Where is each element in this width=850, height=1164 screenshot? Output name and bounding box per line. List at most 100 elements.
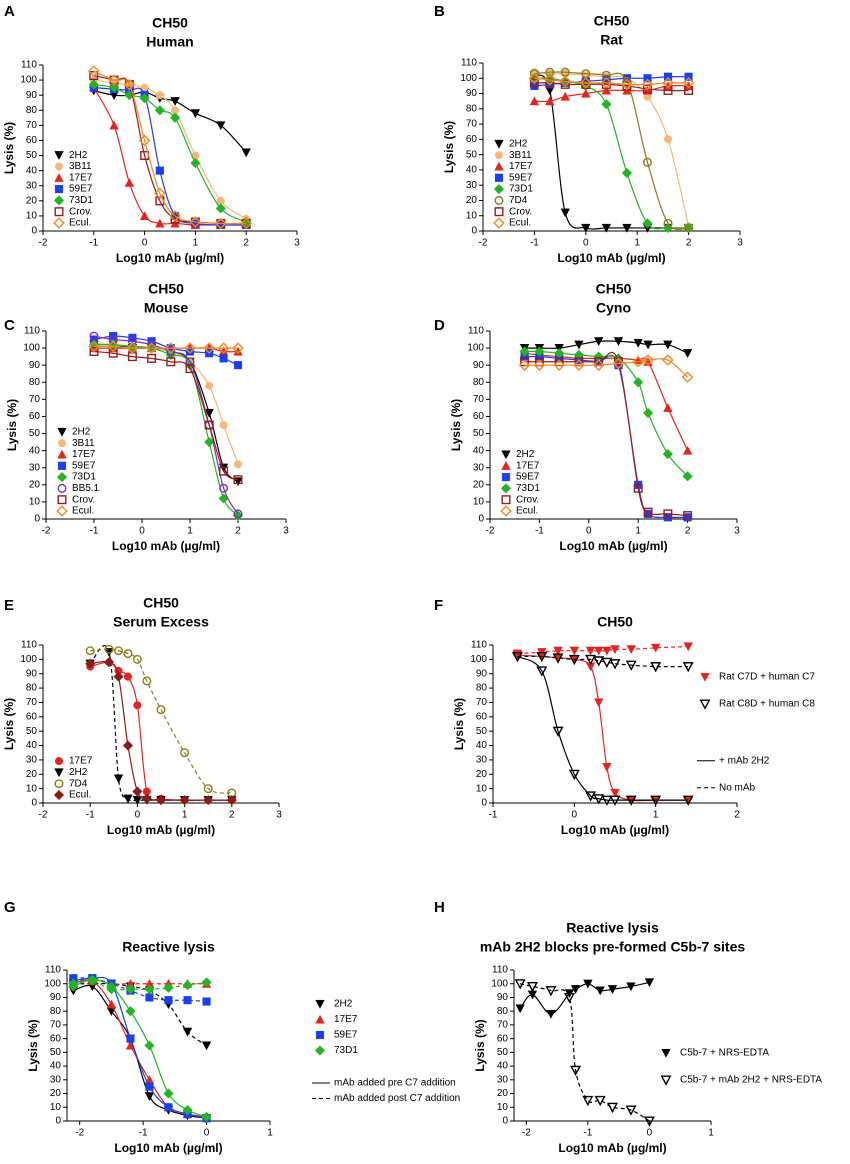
marker: [581, 223, 591, 233]
legend-marker: [53, 217, 65, 229]
marker: [127, 336, 137, 346]
marker: [189, 216, 202, 228]
y-tick-label: 0: [34, 514, 40, 525]
marker: [108, 82, 120, 93]
marker: [642, 407, 654, 419]
y-tick-label: 0: [502, 1116, 508, 1127]
y-tick-label: 20: [466, 195, 478, 206]
marker: [533, 359, 546, 371]
legend-label: 3B11: [69, 161, 92, 172]
x-tick-label: 3: [294, 238, 300, 249]
marker: [154, 105, 165, 116]
marker: [583, 979, 593, 989]
y-axis-label: Lysis (%): [26, 1019, 40, 1071]
fit-curve: [533, 74, 689, 230]
marker: [594, 1095, 606, 1107]
fit-curve: [73, 984, 207, 1119]
legend-label: 59E7: [69, 184, 93, 195]
marker: [529, 69, 539, 79]
legend-label: Rat C7D + human C7: [719, 672, 815, 683]
y-tick-label: 70: [26, 120, 38, 131]
y-tick-label: 70: [466, 119, 478, 130]
marker: [563, 992, 575, 1004]
marker: [536, 666, 548, 677]
marker: [607, 985, 618, 995]
x-tick-label: -2: [42, 526, 51, 537]
y-tick-label: 60: [50, 1033, 62, 1044]
fit-curve: [93, 343, 239, 517]
marker: [663, 403, 673, 412]
x-axis-label: Log10 mAb (µg/ml): [559, 539, 667, 553]
marker: [123, 794, 133, 804]
legend-label: Crov.: [516, 494, 539, 505]
marker: [89, 331, 99, 341]
y-tick-label: 70: [476, 697, 488, 708]
y-tick-label: 80: [466, 103, 478, 114]
chart-subtitle: Mouse: [144, 300, 189, 316]
y-tick-label: 0: [471, 226, 477, 237]
x-axis-label: Log10 mAb (µg/ml): [116, 251, 224, 265]
marker: [107, 340, 119, 353]
marker: [179, 794, 190, 806]
y-tick-label: 110: [24, 326, 40, 337]
marker: [601, 657, 613, 669]
marker: [180, 748, 190, 758]
y-tick-label: 60: [466, 134, 478, 145]
chart-subtitle: Human: [146, 34, 193, 50]
legend-label: 17E7: [334, 1014, 358, 1025]
x-axis-label: Log10 mAb (µg/ml): [114, 1141, 222, 1155]
y-tick-label: 0: [481, 798, 487, 809]
legend-marker: [501, 495, 511, 505]
legend-marker: [57, 483, 67, 493]
legend-label: 2H2: [69, 150, 88, 161]
fit-curve: [93, 335, 239, 515]
x-axis-label: Log10 mAb (µg/ml): [561, 823, 669, 837]
x-tick-label: -1: [583, 1128, 592, 1139]
marker: [552, 653, 564, 664]
marker: [580, 77, 592, 89]
x-tick-label: -2: [479, 238, 488, 249]
marker: [663, 340, 673, 350]
marker: [642, 157, 652, 167]
legend-marker: [56, 505, 68, 517]
x-tick-label: 3: [737, 238, 743, 249]
y-tick-label: 40: [497, 1061, 509, 1072]
legend-marker: [501, 450, 511, 460]
marker: [593, 794, 605, 805]
x-tick-label: -2: [75, 1128, 84, 1139]
legend-label: 73D1: [69, 195, 93, 206]
legend-marker: [494, 173, 504, 182]
legend-marker: [315, 1030, 325, 1040]
marker: [122, 740, 134, 751]
y-tick-label: 100: [20, 75, 37, 86]
marker: [113, 774, 124, 784]
marker: [663, 509, 673, 519]
y-axis-label: Lysis (%): [5, 399, 19, 451]
x-tick-label: 1: [653, 810, 659, 821]
y-tick-label: 90: [50, 992, 62, 1003]
marker: [109, 120, 119, 130]
marker: [204, 408, 214, 418]
legend-marker: [494, 195, 504, 205]
x-tick-label: 3: [276, 810, 282, 821]
panel-letter: C: [4, 317, 15, 334]
legend-label: 17E7: [72, 449, 96, 460]
legend-label: 17E7: [69, 756, 93, 767]
marker: [682, 445, 693, 455]
marker: [154, 187, 166, 200]
marker: [201, 1041, 212, 1051]
y-tick-label: 90: [473, 360, 485, 371]
marker: [190, 157, 201, 169]
marker: [663, 218, 673, 228]
marker: [625, 795, 637, 806]
legend-marker: [494, 161, 504, 171]
marker: [560, 208, 570, 218]
marker: [85, 646, 95, 656]
marker: [643, 507, 653, 517]
marker: [534, 346, 545, 357]
legend-marker: [53, 195, 65, 206]
y-tick-label: 70: [50, 1020, 62, 1031]
y-tick-label: 40: [50, 1061, 62, 1072]
y-tick-label: 90: [476, 668, 488, 679]
marker: [124, 80, 134, 90]
